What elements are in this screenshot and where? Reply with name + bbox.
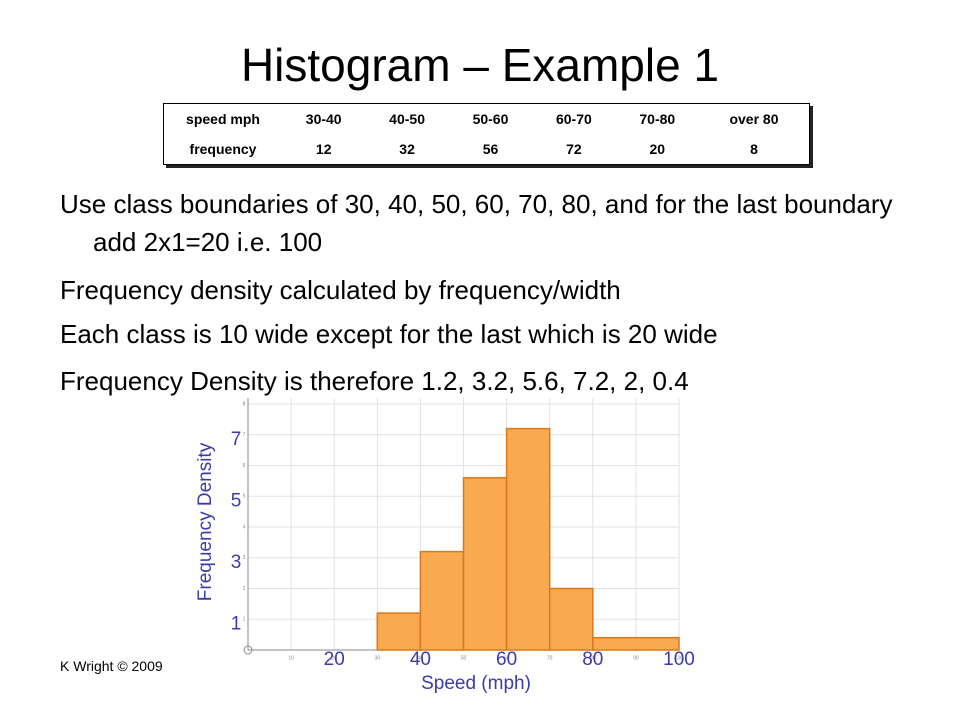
x-tick-label: 100 [663, 649, 695, 670]
minor-x-tick-label: 100 [675, 655, 684, 661]
bar [419, 550, 465, 651]
data-table: speed mph 30-40 40-50 50-60 60-70 70-80 … [163, 103, 810, 165]
minor-y-tick-label: 2 [243, 586, 246, 592]
minor-y-tick-label: 1 [243, 617, 246, 623]
bullet: Frequency density calculated by frequenc… [60, 275, 621, 305]
table-cell: 32 [399, 141, 415, 157]
minor-x-tick-label: 20 [331, 655, 337, 661]
y-tick-label: 3 [231, 552, 242, 573]
x-tick-label: 80 [582, 649, 603, 670]
bullet: Each class is 10 wide except for the las… [60, 319, 718, 349]
minor-y-tick-label: 4 [243, 524, 246, 530]
table-cell: 70-80 [639, 111, 676, 127]
table-cell: frequency [189, 141, 257, 157]
table-row: frequency 12 32 56 72 20 8 [164, 134, 810, 165]
minor-y-tick-label: 5 [243, 494, 246, 500]
x-tick-label: 60 [496, 649, 517, 670]
bar [548, 587, 594, 651]
table-cell: 30-40 [305, 111, 342, 127]
minor-x-tick-label: 30 [375, 655, 381, 661]
x-tick-label: 20 [324, 649, 345, 670]
bullet: Use class boundaries of 30, 40, 50, 60, … [60, 189, 893, 257]
bar [505, 427, 551, 651]
bar [462, 477, 508, 651]
y-tick-label: 1 [231, 613, 242, 634]
minor-y-tick-label: 8 [243, 401, 246, 407]
origin-marker [243, 645, 253, 655]
minor-x-tick-label: 70 [547, 655, 553, 661]
table-cell: 12 [315, 141, 332, 157]
footer: K Wright © 2009 [60, 658, 163, 674]
minor-x-tick-label: 40 [418, 655, 424, 661]
table-row: speed mph 30-40 40-50 50-60 60-70 70-80 … [164, 104, 810, 135]
minor-y-tick-label: 7 [243, 432, 246, 438]
slide-title: Histogram – Example 1 [240, 39, 720, 91]
minor-x-tick-label: 60 [504, 655, 510, 661]
table-cell: 40-50 [389, 111, 425, 127]
y-tick-label: 7 [231, 429, 242, 450]
bar [592, 636, 680, 651]
x-tick-label: 40 [410, 649, 431, 670]
table-cell: 56 [482, 141, 499, 157]
y-axis-label: Frequency Density [195, 442, 216, 601]
minor-x-tick-label: 10 [288, 655, 294, 661]
minor-x-tick-label: 80 [590, 655, 596, 661]
bar [376, 612, 422, 651]
bullet: Frequency Density is therefore 1.2, 3.2,… [60, 366, 689, 396]
table-cell: 60-70 [555, 111, 592, 127]
minor-x-tick-label: 50 [461, 655, 467, 661]
table-cell: 8 [750, 141, 758, 157]
minor-y-tick-label: 3 [243, 555, 246, 561]
table-cell: over 80 [729, 111, 779, 127]
table-cell: 20 [649, 141, 666, 157]
minor-x-tick-label: 90 [633, 655, 639, 661]
table-cell: 72 [566, 141, 582, 157]
minor-y-tick-label: 6 [243, 463, 246, 469]
table-cell: 50-60 [472, 111, 509, 127]
table-cell: speed mph [186, 111, 260, 127]
x-axis-label: Speed (mph) [421, 673, 531, 694]
y-tick-label: 5 [231, 490, 242, 511]
